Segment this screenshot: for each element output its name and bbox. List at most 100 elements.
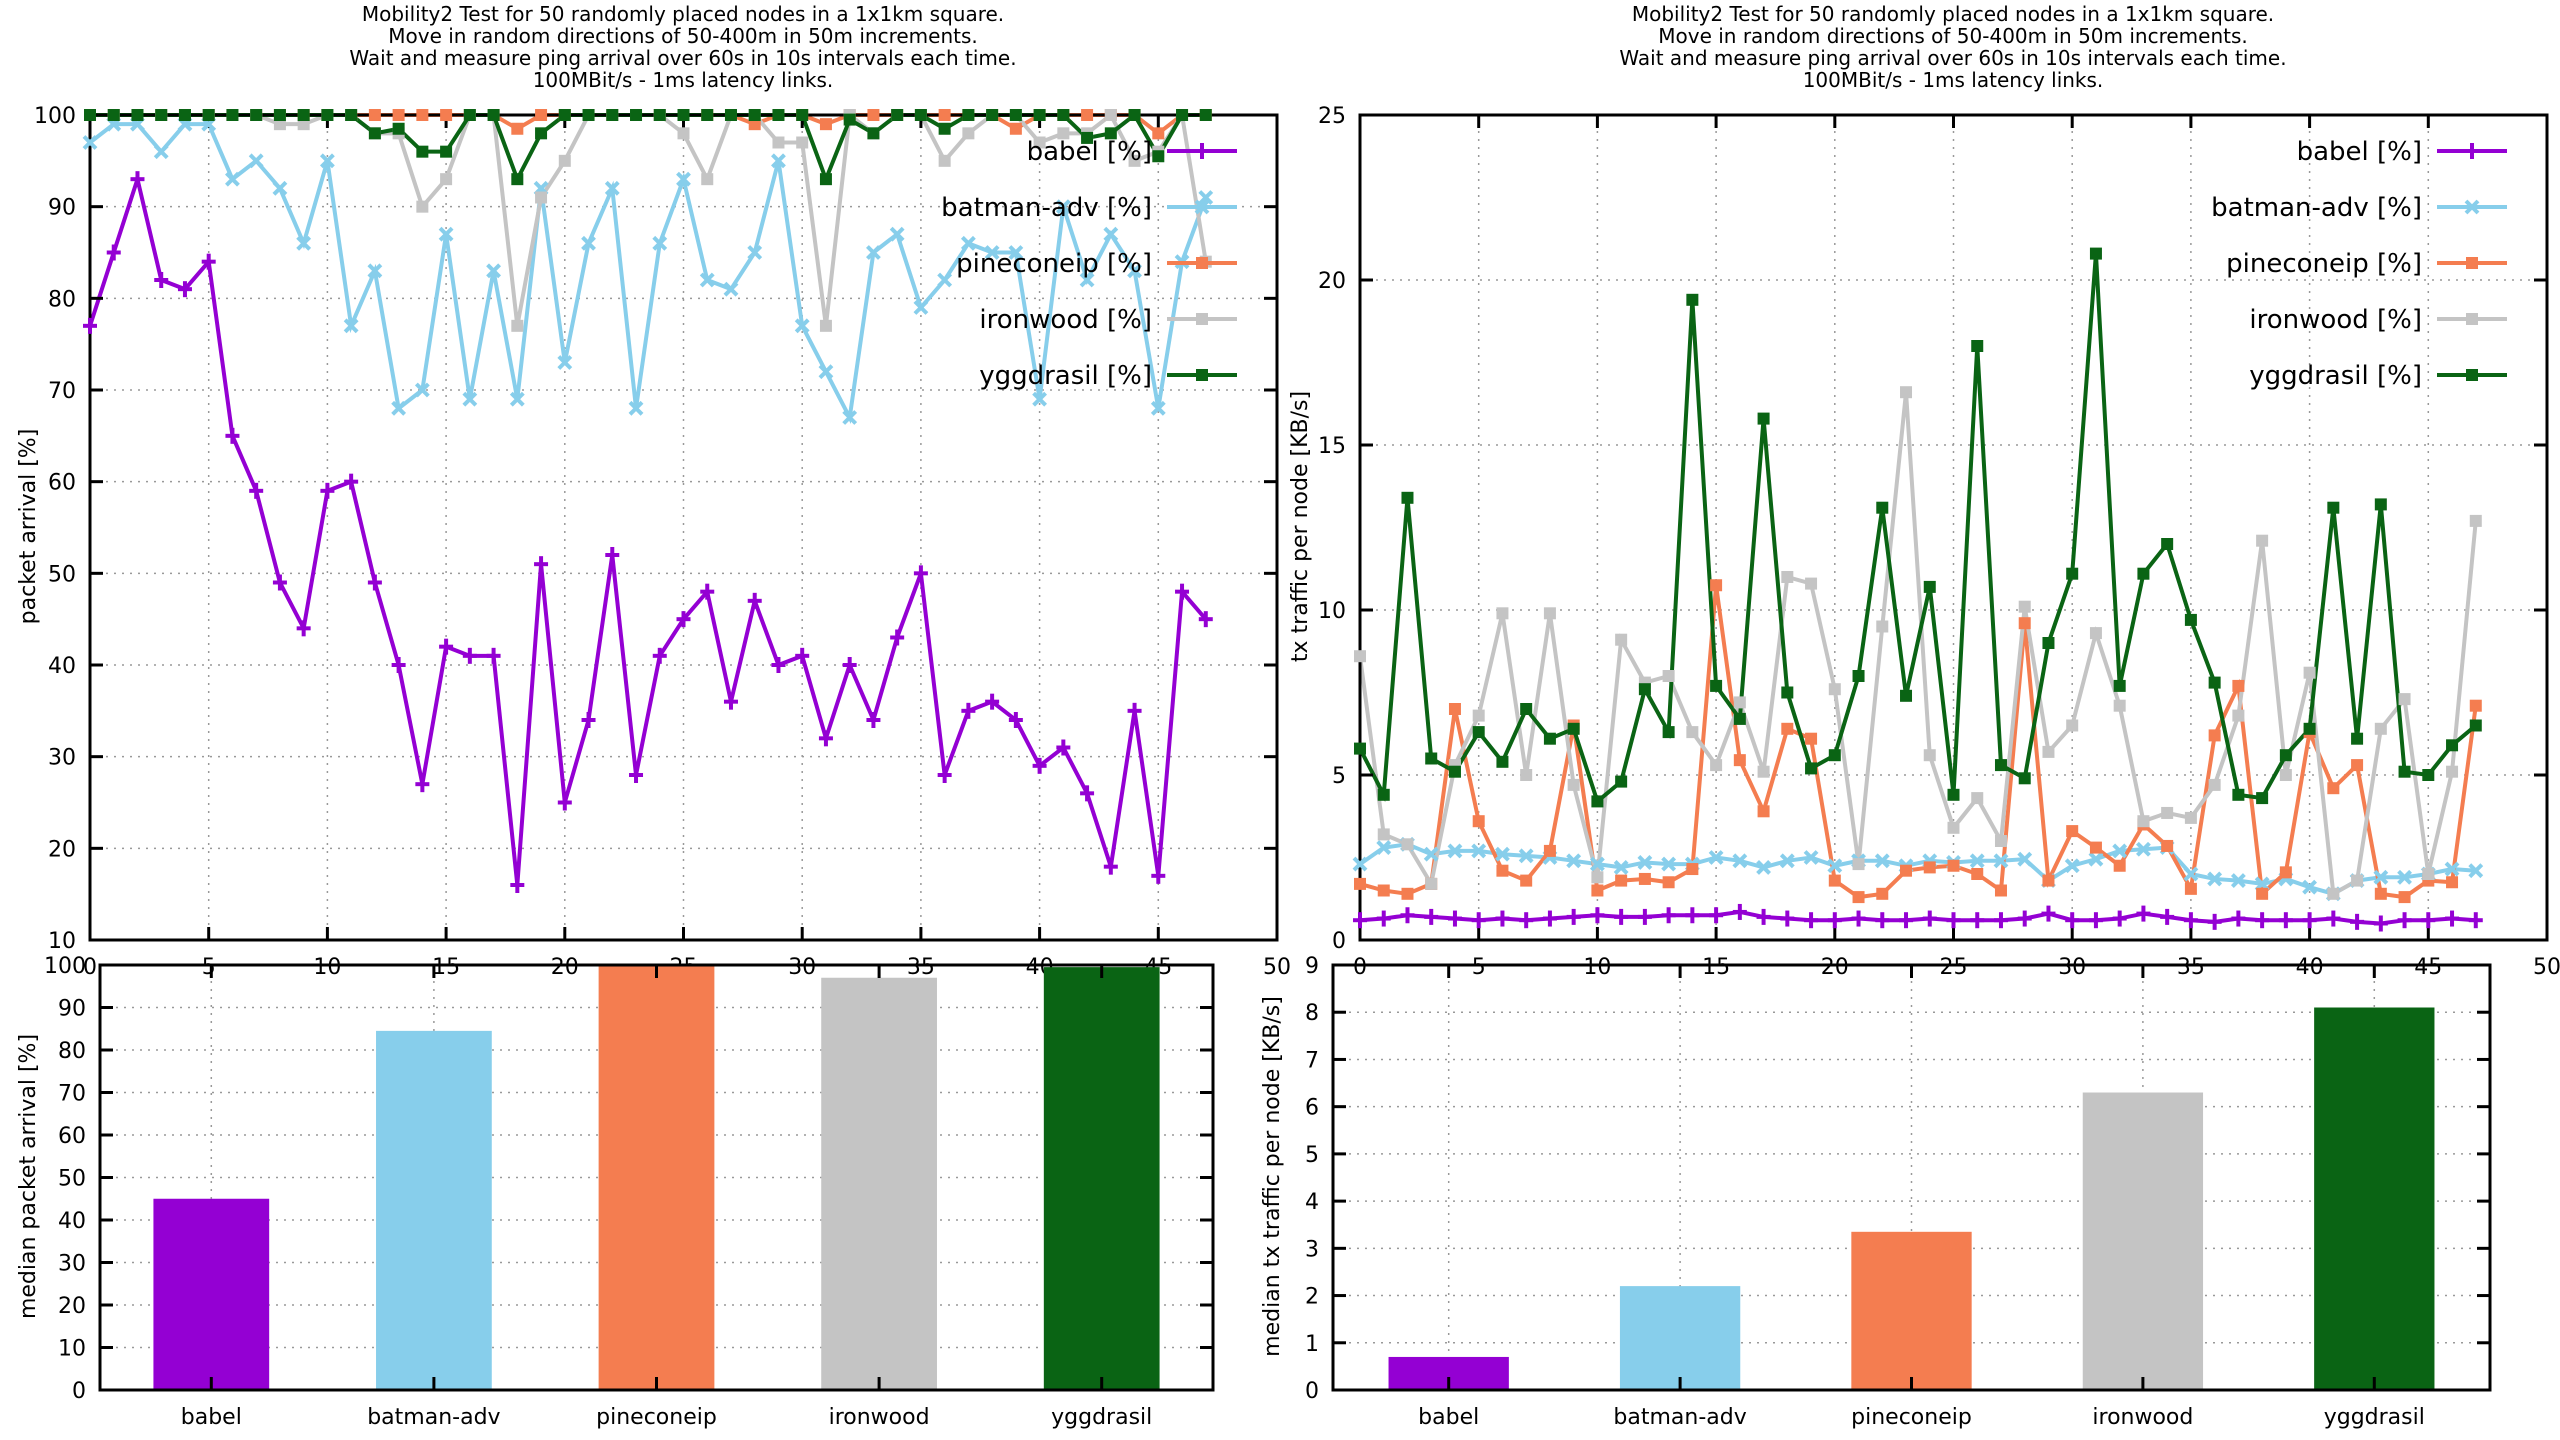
series-marker — [2161, 839, 2174, 852]
x-tick-label: 40 — [2296, 955, 2324, 980]
chart1-title-line3: Wait and measure ping arrival over 60s i… — [349, 46, 1017, 70]
series-marker — [818, 364, 834, 380]
series-marker — [2089, 247, 2102, 260]
series-marker — [677, 127, 690, 140]
y-tick-label: 9 — [1305, 954, 1319, 979]
series-marker — [1033, 109, 1046, 121]
series-marker — [1922, 910, 1937, 927]
series-marker — [296, 235, 312, 251]
series-marker — [1520, 874, 1533, 887]
bar-pineconeip — [1851, 1231, 1972, 1390]
series-marker — [1852, 858, 1865, 871]
series-marker — [1472, 815, 1485, 828]
series-marker — [249, 482, 264, 499]
y-tick-label: 20 — [1318, 269, 1346, 294]
series-marker — [248, 153, 264, 169]
series-marker — [392, 122, 405, 135]
y-tick-label: 3 — [1305, 1237, 1319, 1262]
series-marker — [131, 109, 144, 121]
y-tick-label: 60 — [48, 471, 76, 496]
series-marker — [1900, 386, 1913, 399]
series-marker — [606, 109, 619, 121]
series-marker — [1615, 775, 1628, 788]
bar-category-label: batman-adv — [367, 1405, 500, 1430]
plot-frame — [1331, 963, 2492, 1392]
series-marker — [1828, 749, 1841, 762]
series-marker — [344, 473, 359, 490]
series-marker — [1876, 501, 1889, 514]
series-marker — [1710, 679, 1723, 692]
series-marker — [2018, 772, 2031, 785]
legend-item-babel: babel [%] — [2297, 137, 2507, 167]
series-marker — [2183, 912, 2198, 929]
series-marker — [1993, 912, 2008, 929]
series-marker — [1756, 859, 1771, 875]
series-marker — [1103, 226, 1119, 242]
series-marker — [2279, 749, 2292, 762]
series-marker — [2466, 257, 2478, 269]
y-tick-label: 10 — [1318, 599, 1346, 624]
series-marker — [1591, 884, 1604, 897]
series-marker — [1423, 846, 1439, 862]
series-marker — [1424, 908, 1439, 925]
series-marker — [130, 171, 145, 188]
series-marker — [723, 281, 739, 297]
series-marker — [1662, 670, 1675, 682]
series-marker — [1009, 122, 1022, 135]
series-marker — [1519, 912, 1534, 929]
series-marker — [345, 109, 358, 121]
y-tick-label: 0 — [72, 1379, 86, 1404]
series-marker — [155, 109, 168, 121]
series-marker — [319, 153, 335, 169]
y-tick-label: 60 — [58, 1124, 86, 1149]
series-marker — [984, 245, 1000, 260]
series-marker — [368, 127, 381, 140]
x-tick-label: 5 — [202, 955, 216, 980]
series-marker — [652, 235, 668, 251]
series-marker — [2017, 910, 2032, 927]
series-markers-babel — [83, 171, 1213, 893]
y-tick-label: 15 — [1318, 434, 1346, 459]
series-marker — [1400, 907, 1415, 924]
series-marker — [1614, 908, 1629, 925]
legend-item-batman-adv: batman-adv [%] — [2211, 193, 2507, 223]
y-tick-label: 1 — [1305, 1332, 1319, 1357]
series-marker — [321, 109, 334, 121]
y-tick-label: 0 — [1332, 929, 1346, 954]
plot-border — [88, 113, 1279, 942]
x-tick-label: 5 — [1472, 955, 1486, 980]
series-marker — [1756, 908, 1771, 925]
chart1-title-line2: Move in random directions of 50-400m in … — [388, 24, 978, 48]
series-marker — [771, 657, 786, 673]
series-marker — [2184, 882, 2197, 895]
legend-label: pineconeip [%] — [956, 249, 1152, 279]
series-marker — [796, 136, 809, 149]
series-marker — [2066, 567, 2079, 580]
series-marker — [1495, 910, 1510, 927]
legend: babel [%] batman-adv [%] pineconeip [%] iro… — [941, 137, 1237, 391]
series-marker — [1377, 828, 1390, 841]
series-marker — [938, 154, 951, 167]
series-marker — [462, 647, 477, 664]
series-marker — [1448, 765, 1461, 778]
series-marker — [1104, 127, 1117, 140]
series-marker — [1874, 853, 1890, 869]
series-marker — [1543, 732, 1556, 745]
series-marker — [2302, 912, 2317, 929]
series-marker — [1352, 856, 1368, 872]
series-marker — [343, 318, 359, 334]
series-marker — [296, 620, 311, 637]
legend-item-ironwood: ironwood [%] — [2249, 305, 2507, 335]
y-tick-label: 6 — [1305, 1096, 1319, 1121]
series-marker — [1081, 109, 1094, 121]
plot-frame — [98, 963, 1215, 1392]
series-marker — [1104, 109, 1117, 121]
bar-category-label: yggdrasil — [2324, 1405, 2425, 1430]
series-marker — [2327, 782, 2340, 795]
series-marker — [391, 657, 406, 673]
series-marker — [819, 319, 832, 332]
series-marker — [582, 109, 595, 121]
series-marker — [273, 109, 286, 121]
